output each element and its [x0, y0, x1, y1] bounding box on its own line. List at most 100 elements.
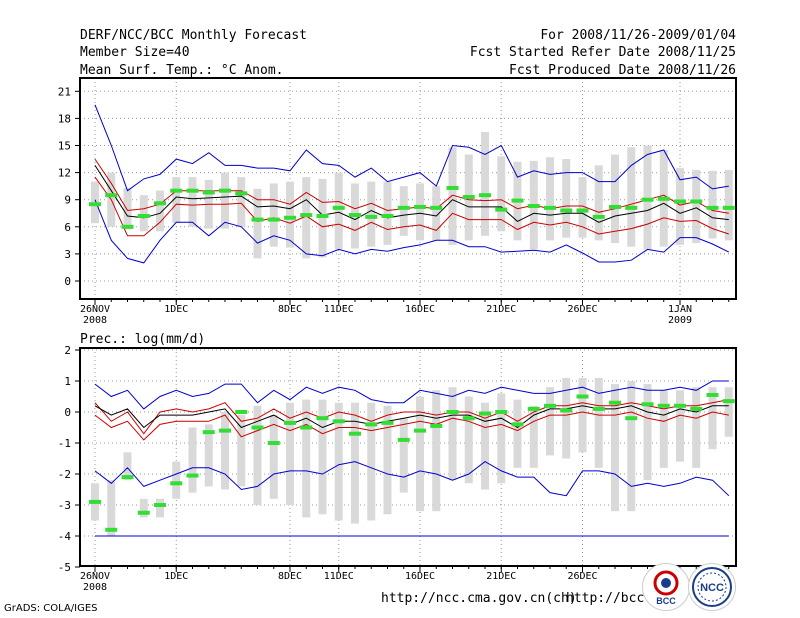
- temp-observed-mark: [121, 224, 134, 229]
- prec-observed-mark: [89, 499, 101, 504]
- prec-observed-mark: [609, 400, 621, 405]
- prec-spread-box: [172, 461, 181, 499]
- footer-url-en[interactable]: http://bcc.c: [566, 591, 660, 606]
- prec-ytick-label: -2: [58, 468, 71, 481]
- prec-xtick-label: 26NOV: [80, 571, 110, 582]
- prec-observed-mark: [446, 410, 459, 414]
- prec-observed-mark: [414, 428, 426, 433]
- prec-max-line: [94, 380, 729, 410]
- temp-observed-mark: [674, 199, 686, 204]
- temp-observed-mark: [560, 208, 573, 213]
- temp-spread-box: [562, 159, 571, 238]
- prec-xtick-label: 26DEC: [567, 571, 597, 582]
- temp-min-line: [94, 199, 730, 264]
- prec-spread-box: [562, 377, 571, 459]
- temp-observed-mark: [641, 197, 654, 202]
- temp-spread-box: [627, 147, 636, 247]
- temp-frame: [79, 77, 737, 300]
- prec-frame: [79, 347, 737, 567]
- prec-ytick-label: -4: [58, 530, 72, 543]
- ncc-logo: NCC: [688, 563, 736, 611]
- prec-observed-mark: [219, 428, 231, 433]
- temp-observed-mark: [527, 204, 540, 209]
- temp-observed-mark: [462, 194, 475, 199]
- temp-observed-mark: [722, 205, 735, 210]
- temp-observed-mark: [332, 205, 345, 210]
- bcc-logo: BCC: [642, 563, 690, 611]
- prec-observed-mark: [349, 431, 361, 436]
- produced-date: Fcst Produced Date 2008/11/26: [509, 63, 736, 78]
- temp-ytick-label: 9: [64, 194, 71, 207]
- temp-xtick-label: 26DEC: [567, 304, 597, 315]
- temp-spread-box: [692, 169, 701, 244]
- temp-spread-box: [318, 178, 327, 258]
- prec-spread-box: [139, 498, 148, 518]
- temp-xtick-label: 21DEC: [486, 304, 516, 315]
- temp-observed-mark: [137, 213, 150, 218]
- prec-ytick-label: 2: [64, 344, 71, 357]
- temp-spread-box: [221, 172, 229, 229]
- prec-spread-box: [123, 452, 132, 481]
- temp-observed-mark: [251, 217, 264, 222]
- prec-spread-box: [204, 424, 213, 487]
- prec-observed-mark: [332, 419, 345, 424]
- temp-observed-mark: [706, 205, 719, 210]
- prec-observed-mark: [121, 475, 134, 480]
- temp-spread-box: [676, 168, 684, 245]
- prec-observed-mark: [511, 422, 524, 427]
- prec-observed-mark: [674, 403, 686, 408]
- temp-spread-box: [334, 172, 343, 250]
- prec-spread-box: [383, 405, 392, 515]
- temp-ytick-label: 18: [58, 112, 71, 125]
- prec-spread-box: [107, 480, 116, 536]
- temp-lower-line: [94, 176, 729, 237]
- temp-observed-mark: [267, 217, 280, 222]
- temp-xtick-label: 16DEC: [405, 304, 435, 315]
- prec-observed-mark: [657, 403, 670, 408]
- prec-observed-mark: [625, 416, 638, 421]
- prec-upper-line: [94, 399, 729, 435]
- temp-observed-mark: [446, 185, 459, 190]
- prec-xtick-label: 21DEC: [486, 571, 516, 582]
- temp-spread-box: [302, 177, 311, 259]
- prec-ytick-label: -1: [58, 437, 71, 450]
- prec-observed-mark: [495, 410, 508, 414]
- forecast-period: For 2008/11/26-2009/01/04: [540, 28, 736, 43]
- ncc-logo-text: NCC: [700, 582, 724, 594]
- temp-xtick-sublabel: 2009: [668, 315, 692, 326]
- footer-url-ch[interactable]: http://ncc.cma.gov.cn(ch): [381, 591, 577, 606]
- temp-xtick-sublabel: 2008: [83, 315, 107, 326]
- temp-spread-box: [708, 170, 717, 239]
- temp-mean-line: [94, 165, 729, 223]
- prec-spread-box: [156, 498, 164, 518]
- prec-ytick-label: -5: [58, 561, 71, 574]
- temp-observed-mark: [316, 213, 329, 218]
- temp-observed-mark: [592, 214, 605, 219]
- prec-observed-mark: [316, 416, 329, 421]
- prec-xtick-sublabel: 2008: [83, 582, 107, 593]
- start-date: Fcst Started Refer Date 2008/11/25: [469, 45, 736, 60]
- temp-observed-mark: [170, 188, 183, 193]
- temp-observed-mark: [235, 191, 248, 196]
- prec-spread-box: [318, 399, 327, 515]
- temp-spread-box: [497, 156, 506, 232]
- prec-spread-box: [594, 377, 603, 468]
- prec-spread-box: [627, 381, 636, 512]
- prec-mean-line: [94, 405, 729, 429]
- prec-observed-mark: [202, 430, 215, 435]
- prec-spread-box: [367, 402, 376, 521]
- temp-observed-mark: [495, 207, 508, 212]
- prec-spread-box: [221, 412, 229, 490]
- temp-spread-box: [139, 195, 148, 232]
- prec-observed-mark: [462, 416, 475, 421]
- temp-spread-box: [611, 154, 619, 244]
- prec-spread-box: [334, 402, 343, 521]
- temp-spread-box: [578, 177, 587, 238]
- temp-observed-mark: [511, 198, 524, 203]
- prec-spread-box: [399, 418, 408, 493]
- temp-observed-mark: [219, 188, 231, 193]
- prec-observed-mark: [137, 510, 150, 515]
- temp-max-line: [94, 104, 729, 192]
